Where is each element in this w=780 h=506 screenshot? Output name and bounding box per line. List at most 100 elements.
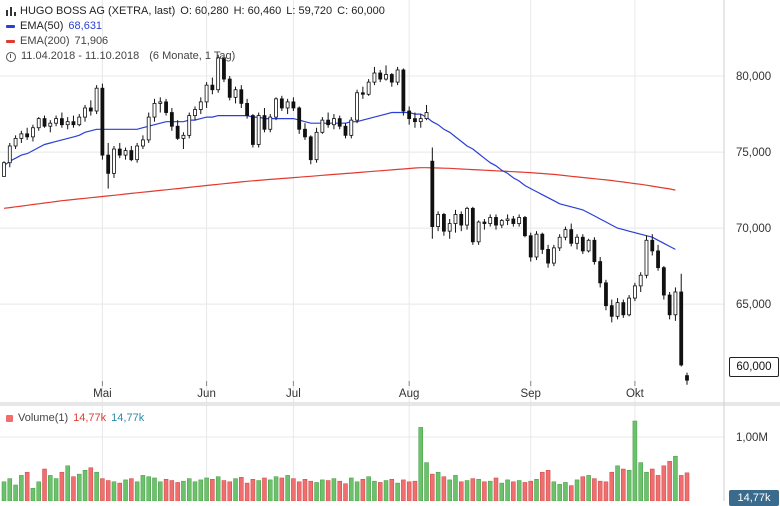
ema200-swatch [6, 40, 15, 43]
volume-bar [111, 481, 117, 502]
candle-body [401, 69, 406, 112]
candle-body [598, 261, 603, 284]
volume-bar [563, 482, 568, 502]
volume-bar [296, 481, 302, 502]
candle-body [604, 282, 608, 307]
candle-body [129, 150, 134, 161]
volume-bar [244, 482, 250, 502]
candle-body [112, 148, 116, 174]
candle-body [19, 133, 24, 139]
instrument-title: HUGO BOSS AG (XETRA, last) [20, 5, 176, 17]
volume-bar [262, 477, 267, 502]
volume-bar [42, 468, 47, 502]
ema50-label: EMA(50) [20, 20, 64, 32]
ema50-legend[interactable]: EMA(50) 68,631 [6, 19, 385, 34]
candle-body [59, 118, 64, 126]
ema200-value: 71,906 [74, 35, 109, 47]
candle-body [569, 229, 574, 244]
candle-body [175, 125, 180, 139]
volume-bar [210, 478, 215, 502]
candle-body [181, 134, 186, 139]
low-value: L: 59,720 [286, 5, 333, 17]
candle-body [42, 118, 47, 127]
volume-bar [534, 478, 539, 502]
volume-bar [377, 482, 383, 502]
candle-body [198, 101, 203, 110]
candle-body [459, 214, 464, 226]
candle-body [256, 115, 261, 145]
volume-bar [140, 475, 146, 502]
volume-bar [105, 480, 111, 502]
ema50-line [3, 111, 676, 250]
candle-body [575, 236, 579, 244]
volume-bar [661, 465, 667, 502]
volume-bar [540, 471, 545, 502]
candle-body [384, 74, 388, 80]
volume-bar [528, 480, 533, 502]
volume-bar [406, 481, 412, 502]
candle-body [117, 148, 122, 156]
candle-body [488, 217, 493, 224]
volume-bar [59, 471, 65, 502]
volume-bar [343, 483, 348, 502]
volume-bar [673, 455, 678, 502]
candle-body [609, 305, 614, 317]
volume-bar [1, 481, 7, 502]
candle-body [31, 127, 35, 138]
ema200-path [3, 167, 676, 209]
candle-body [615, 302, 620, 317]
month-label: Okt [626, 388, 645, 400]
volume-bar [372, 480, 377, 502]
volume-bar [621, 468, 626, 502]
month-label: Jul [286, 388, 301, 400]
candle-body [141, 139, 145, 147]
volume-bar [82, 470, 88, 502]
volume-bar [65, 465, 70, 502]
volume-bar [7, 478, 13, 502]
candle-body [424, 112, 429, 120]
candle-body [83, 107, 87, 118]
volume-bar [667, 461, 672, 502]
candle-body [372, 72, 377, 83]
candle-body [204, 84, 209, 103]
candle-body [308, 136, 313, 161]
volume-bar [678, 475, 684, 502]
volume-bar [482, 481, 487, 502]
volume-bars [1, 420, 690, 502]
ema200-legend[interactable]: EMA(200) 71,906 [6, 34, 385, 49]
candle-body [123, 150, 128, 156]
volume-bar [320, 479, 325, 502]
volume-bar [522, 482, 528, 502]
candle-body [667, 294, 672, 316]
volume-bar [684, 472, 690, 502]
volume-bar [418, 427, 423, 502]
candle-body [633, 285, 637, 299]
candle-body [453, 214, 458, 224]
month-label: Mai [93, 388, 112, 400]
ema200-line [3, 167, 676, 209]
volume-bar [53, 478, 59, 502]
candle-body [476, 221, 481, 243]
close-value: C: 60,000 [337, 5, 385, 17]
candle-body [650, 239, 655, 252]
candle-body [343, 125, 348, 136]
volume-bar [279, 477, 285, 502]
high-value: H: 60,460 [233, 5, 282, 17]
candle-body [366, 81, 371, 95]
volume-bar [134, 481, 140, 502]
candle-body [389, 74, 394, 83]
candle-body [395, 69, 400, 83]
volume-bar [273, 476, 279, 502]
candle-body [285, 101, 290, 109]
volume-bar [129, 478, 134, 502]
ema50-swatch [6, 25, 15, 28]
volume-bar [470, 478, 476, 502]
candle-body [274, 98, 278, 118]
candle-body [65, 121, 70, 126]
candle-body [517, 217, 522, 224]
volume-legend[interactable]: Volume(1) 14,77k 14,77k [6, 412, 144, 424]
volume-label: Volume(1) [18, 412, 69, 424]
